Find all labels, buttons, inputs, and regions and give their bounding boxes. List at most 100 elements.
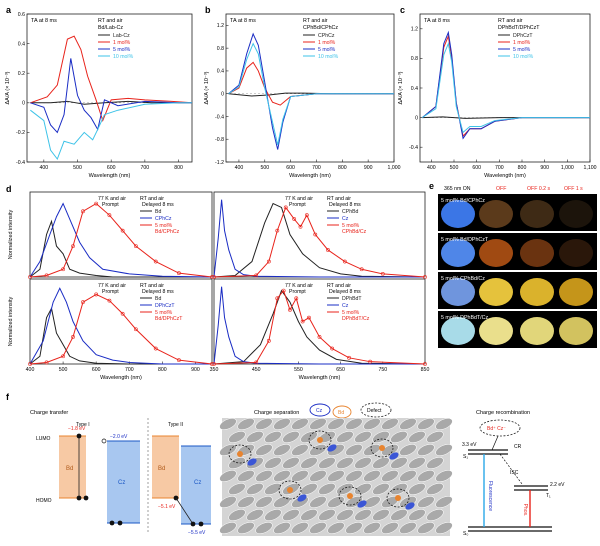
grain — [435, 418, 453, 430]
type2-cz-label: Cz — [194, 480, 201, 486]
grain — [372, 457, 390, 469]
grain — [273, 418, 291, 430]
grain — [237, 496, 255, 508]
series-line — [421, 34, 590, 138]
series-marker — [423, 362, 427, 366]
grain — [399, 470, 417, 482]
x-tick-label: 800 — [174, 165, 183, 171]
x-tick-label: 600 — [92, 367, 101, 373]
series-marker — [326, 248, 330, 252]
series-marker — [275, 296, 280, 301]
series-marker — [359, 267, 364, 272]
x-tick-label: 850 — [421, 367, 430, 373]
grain — [372, 509, 390, 521]
grain — [228, 483, 246, 495]
grain — [363, 418, 381, 430]
isc-arrow — [499, 453, 523, 485]
y-tick-label: -0.8 — [215, 137, 224, 143]
y-tick-label: 0 — [415, 115, 418, 121]
series-marker — [153, 259, 158, 264]
cr-pair-label: Bd⁺ Cz⁻ — [487, 426, 506, 432]
type1-electron-homo-2 — [83, 495, 89, 501]
series-line — [30, 102, 192, 161]
series-marker — [177, 271, 181, 276]
panel-label-e: e — [429, 181, 434, 191]
grain — [417, 444, 435, 456]
photo-sample-off2 — [520, 200, 554, 228]
type1-cz-label: Cz — [118, 480, 125, 486]
grain — [408, 431, 426, 443]
grain — [318, 457, 336, 469]
series-marker — [28, 362, 32, 366]
series-line — [29, 219, 212, 278]
series-marker — [317, 335, 322, 339]
bd-site — [237, 451, 243, 457]
series-line — [213, 289, 426, 365]
legend-label: 1 mol% — [318, 40, 336, 46]
photo-sample-on — [441, 317, 475, 345]
photo-rows: 5 mol% Bd/CPhCz 5 mol% Bd/DPhCzT 5 mol% CP… — [438, 194, 597, 348]
y-tick-label: -0.4 — [215, 114, 224, 120]
panel-label-b: b — [205, 5, 211, 15]
grain — [327, 470, 345, 482]
series-marker — [347, 355, 351, 360]
grain — [372, 483, 390, 495]
type1-cz-band — [107, 441, 140, 523]
chart-frame — [29, 278, 213, 365]
grain — [327, 496, 345, 508]
grain — [273, 444, 291, 456]
legend-label: 10 mol% — [113, 54, 134, 60]
y-tick-label: 0.8 — [411, 56, 418, 62]
grain — [255, 470, 273, 482]
grain — [318, 509, 336, 521]
charge-recombination-title: Charge recombination — [476, 410, 530, 416]
legend-label: DPhCzT — [155, 303, 175, 309]
legend-header: 77 K and air — [98, 196, 126, 202]
charge-transfer-title: Charge transfer — [30, 410, 68, 416]
photo-sample-off3 — [559, 317, 593, 345]
grain — [318, 483, 336, 495]
series-marker — [313, 232, 318, 237]
y-tick-label: 0.4 — [18, 41, 25, 47]
photo-sample-off1 — [479, 317, 513, 345]
series-line — [228, 32, 394, 150]
grain — [237, 418, 255, 430]
grain — [363, 522, 381, 534]
homo-label: HOMO — [36, 498, 52, 504]
series-line — [29, 202, 213, 278]
panel-label-d: d — [6, 184, 12, 194]
series-marker — [342, 259, 347, 264]
grain — [435, 470, 453, 482]
x-tick-label: 1,100 — [584, 165, 597, 171]
series-marker — [44, 360, 49, 365]
series-marker — [153, 346, 158, 351]
x-tick-label: 900 — [540, 165, 549, 171]
series-marker — [266, 259, 271, 264]
charge-separation-title: Charge separation — [254, 410, 299, 416]
series-marker — [177, 358, 181, 363]
series-marker — [133, 327, 138, 332]
series-marker — [81, 300, 85, 305]
legend-label: Cz — [342, 216, 349, 222]
series-line — [30, 35, 193, 123]
s0-label: S₀ — [463, 531, 468, 537]
grain — [354, 457, 372, 469]
photo-sample-on — [441, 200, 475, 228]
series-marker — [304, 213, 309, 218]
grain — [336, 431, 354, 443]
x-tick-label: 600 — [286, 165, 295, 171]
grain — [291, 418, 309, 430]
phos-label: Phos. — [522, 504, 528, 517]
grain — [426, 431, 444, 443]
legend-col: Prompt — [289, 202, 306, 208]
legend-label: Lab-Cz — [113, 33, 130, 39]
legend-label: 10 mol% — [513, 54, 534, 60]
series-marker — [120, 228, 125, 233]
series-marker — [120, 311, 125, 316]
grain — [300, 509, 318, 521]
series-line — [29, 202, 213, 278]
chart-d-top-left: Normalized intensity 77 K and air RT and a… — [8, 191, 214, 279]
series-marker — [307, 315, 311, 320]
legend-col: Delayed 8 ms — [142, 202, 174, 208]
legend-header: RT and air — [327, 196, 351, 202]
